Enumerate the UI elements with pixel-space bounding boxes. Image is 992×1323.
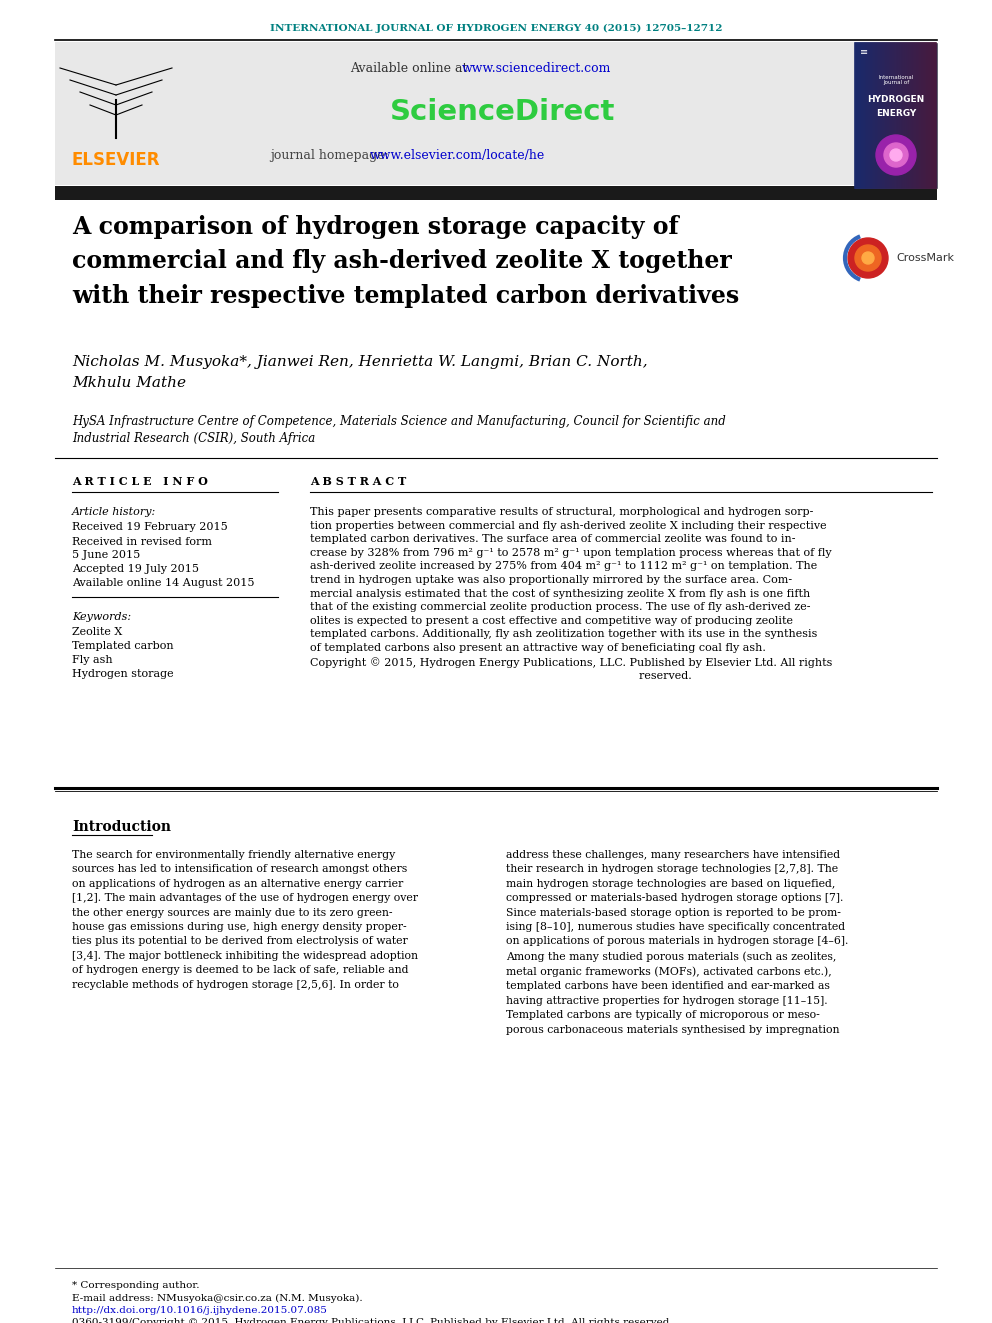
Text: Nicholas M. Musyoka*, Jianwei Ren, Henrietta W. Langmi, Brian C. North,
Mkhulu M: Nicholas M. Musyoka*, Jianwei Ren, Henri… bbox=[72, 355, 648, 389]
Bar bbox=[57, 44, 175, 138]
Text: Available online at: Available online at bbox=[350, 61, 471, 74]
Text: 5 June 2015: 5 June 2015 bbox=[72, 550, 140, 560]
Text: ENERGY: ENERGY bbox=[876, 108, 917, 118]
Bar bbox=[55, 42, 937, 185]
Text: International
Journal of: International Journal of bbox=[878, 74, 914, 86]
Text: ELSEVIER: ELSEVIER bbox=[71, 151, 161, 169]
Text: CrossMark: CrossMark bbox=[896, 253, 954, 263]
Circle shape bbox=[855, 245, 881, 271]
Text: Article history:: Article history: bbox=[72, 507, 157, 517]
Text: Templated carbon: Templated carbon bbox=[72, 642, 174, 651]
Text: Keywords:: Keywords: bbox=[72, 613, 131, 622]
Circle shape bbox=[884, 143, 908, 167]
Circle shape bbox=[876, 135, 916, 175]
Circle shape bbox=[890, 149, 902, 161]
Text: Received in revised form: Received in revised form bbox=[72, 537, 212, 546]
Text: address these challenges, many researchers have intensified
their research in hy: address these challenges, many researche… bbox=[506, 849, 848, 1035]
Text: http://dx.doi.org/10.1016/j.ijhydene.2015.07.085: http://dx.doi.org/10.1016/j.ijhydene.201… bbox=[72, 1306, 328, 1315]
Text: Received 19 February 2015: Received 19 February 2015 bbox=[72, 523, 228, 532]
Text: This paper presents comparative results of structural, morphological and hydroge: This paper presents comparative results … bbox=[310, 507, 832, 681]
Text: The search for environmentally friendly alternative energy
sources has led to in: The search for environmentally friendly … bbox=[72, 849, 418, 990]
Text: E-mail address: NMusyoka@csir.co.za (N.M. Musyoka).: E-mail address: NMusyoka@csir.co.za (N.M… bbox=[72, 1294, 363, 1303]
Text: www.sciencedirect.com: www.sciencedirect.com bbox=[462, 61, 611, 74]
Text: A comparison of hydrogen storage capacity of
commercial and fly ash-derived zeol: A comparison of hydrogen storage capacit… bbox=[72, 216, 739, 308]
Text: Introduction: Introduction bbox=[72, 820, 171, 833]
Circle shape bbox=[848, 238, 888, 278]
Text: 0360-3199/Copyright © 2015, Hydrogen Energy Publications, LLC. Published by Else: 0360-3199/Copyright © 2015, Hydrogen Ene… bbox=[72, 1318, 673, 1323]
Text: www.elsevier.com/locate/he: www.elsevier.com/locate/he bbox=[370, 148, 546, 161]
Text: Zeolite X: Zeolite X bbox=[72, 627, 122, 636]
Text: Hydrogen storage: Hydrogen storage bbox=[72, 669, 174, 679]
Text: journal homepage:: journal homepage: bbox=[270, 148, 393, 161]
Text: Fly ash: Fly ash bbox=[72, 655, 113, 665]
Circle shape bbox=[862, 251, 874, 265]
Bar bbox=[855, 44, 937, 188]
Text: A R T I C L E   I N F O: A R T I C L E I N F O bbox=[72, 476, 208, 487]
Text: A B S T R A C T: A B S T R A C T bbox=[310, 476, 407, 487]
Text: INTERNATIONAL JOURNAL OF HYDROGEN ENERGY 40 (2015) 12705–12712: INTERNATIONAL JOURNAL OF HYDROGEN ENERGY… bbox=[270, 24, 722, 33]
Text: ≡: ≡ bbox=[860, 48, 868, 57]
Text: HySA Infrastructure Centre of Competence, Materials Science and Manufacturing, C: HySA Infrastructure Centre of Competence… bbox=[72, 415, 726, 445]
Text: Accepted 19 July 2015: Accepted 19 July 2015 bbox=[72, 564, 199, 574]
Text: HYDROGEN: HYDROGEN bbox=[867, 95, 925, 105]
Text: Available online 14 August 2015: Available online 14 August 2015 bbox=[72, 578, 255, 587]
Text: * Corresponding author.: * Corresponding author. bbox=[72, 1281, 199, 1290]
Text: ScienceDirect: ScienceDirect bbox=[390, 98, 615, 126]
Bar bbox=[55, 187, 937, 200]
